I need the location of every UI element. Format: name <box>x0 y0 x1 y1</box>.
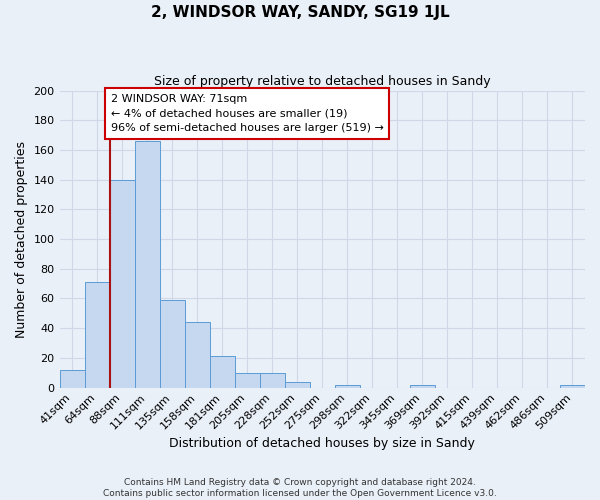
Text: 2 WINDSOR WAY: 71sqm
← 4% of detached houses are smaller (19)
96% of semi-detach: 2 WINDSOR WAY: 71sqm ← 4% of detached ho… <box>111 94 384 133</box>
Bar <box>59 370 85 388</box>
X-axis label: Distribution of detached houses by size in Sandy: Distribution of detached houses by size … <box>169 437 475 450</box>
Bar <box>235 373 260 388</box>
Bar <box>260 373 285 388</box>
Text: Contains HM Land Registry data © Crown copyright and database right 2024.
Contai: Contains HM Land Registry data © Crown c… <box>103 478 497 498</box>
Y-axis label: Number of detached properties: Number of detached properties <box>15 140 28 338</box>
Bar <box>285 382 310 388</box>
Bar <box>335 384 360 388</box>
Bar <box>410 384 435 388</box>
Bar <box>110 180 134 388</box>
Bar <box>209 356 235 388</box>
Bar <box>185 322 209 388</box>
Bar <box>560 384 585 388</box>
Bar <box>160 300 185 388</box>
Bar <box>134 141 160 388</box>
Text: 2, WINDSOR WAY, SANDY, SG19 1JL: 2, WINDSOR WAY, SANDY, SG19 1JL <box>151 5 449 20</box>
Title: Size of property relative to detached houses in Sandy: Size of property relative to detached ho… <box>154 75 491 88</box>
Bar <box>85 282 110 388</box>
